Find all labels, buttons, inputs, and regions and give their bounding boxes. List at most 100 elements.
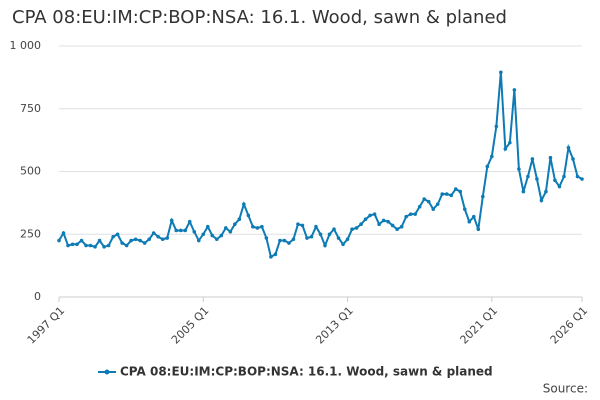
data-point [174, 228, 179, 233]
data-point [255, 226, 260, 230]
data-point [269, 255, 273, 259]
legend-marker [104, 369, 110, 375]
data-point [544, 189, 548, 194]
data-point [111, 234, 115, 239]
data-point [296, 222, 300, 227]
data-point [178, 228, 183, 233]
data-point [386, 219, 390, 224]
x-tick-label: 2013 Q1 [313, 304, 356, 347]
data-point [490, 154, 494, 159]
data-point [485, 164, 490, 169]
data-point [183, 228, 188, 233]
data-point [124, 243, 129, 248]
data-point [314, 224, 318, 229]
data-point [481, 194, 485, 199]
source: Source: [543, 382, 588, 396]
data-point [444, 192, 449, 196]
data-point [435, 202, 440, 206]
data-point [237, 217, 242, 221]
data-point [156, 234, 160, 239]
data-point [517, 167, 521, 171]
data-point [462, 207, 467, 211]
y-tick-label: 500 [20, 165, 41, 178]
data-point [142, 241, 147, 245]
data-point [327, 232, 332, 237]
data-point [571, 157, 575, 161]
data-point [336, 236, 341, 240]
data-point [408, 212, 413, 216]
data-point [251, 224, 255, 229]
data-point [84, 243, 88, 248]
data-point [106, 243, 111, 248]
data-point [97, 238, 102, 243]
data-point [395, 227, 399, 232]
data-point [70, 242, 75, 247]
data-point [440, 192, 445, 196]
data-point [79, 238, 84, 243]
data-point [499, 70, 503, 75]
data-point [575, 174, 580, 179]
data-point [278, 238, 282, 243]
data-point [233, 222, 237, 227]
data-point [260, 224, 264, 229]
data-point [93, 245, 97, 249]
data-point [422, 197, 426, 201]
data-point [61, 231, 66, 235]
data-point [512, 88, 517, 92]
data-point [449, 193, 454, 198]
data-point [215, 237, 219, 242]
data-point [66, 243, 70, 248]
data-point [282, 238, 287, 243]
data-point [224, 226, 228, 230]
data-point [57, 238, 61, 243]
data-point [377, 222, 381, 227]
data-point [309, 234, 314, 239]
data-point [359, 222, 363, 227]
data-point [566, 145, 571, 150]
data-point [381, 218, 386, 223]
data-point [399, 224, 404, 229]
data-point [341, 242, 345, 247]
data-point [138, 238, 142, 243]
data-point [305, 236, 309, 240]
y-tick-label: 1 000 [10, 39, 42, 52]
data-point [553, 178, 557, 183]
data-point [332, 227, 336, 232]
data-point [129, 238, 133, 243]
data-point [426, 199, 431, 204]
series-line [58, 72, 583, 259]
data-point [151, 231, 156, 235]
data-point [147, 237, 151, 242]
data-point [453, 187, 458, 191]
data-point [467, 219, 472, 224]
data-point [192, 229, 197, 234]
data-point [165, 236, 170, 240]
legend-label: CPA 08:EU:IM:CP:BOP:NSA: 16.1. Wood, saw… [120, 365, 493, 379]
data-point [372, 212, 377, 216]
data-point [201, 232, 206, 237]
data-point [548, 155, 553, 160]
data-point [458, 189, 463, 194]
data-point [228, 229, 233, 234]
data-point [562, 174, 566, 179]
data-point [246, 213, 251, 218]
data-point [242, 202, 246, 206]
data-point [526, 174, 530, 179]
data-point [196, 238, 201, 243]
data-point [354, 226, 359, 230]
data-point [368, 213, 372, 218]
x-tick-label: 2021 Q1 [458, 304, 501, 347]
data-point [535, 177, 539, 181]
data-point [115, 232, 120, 237]
data-point [300, 223, 305, 228]
data-point [471, 214, 476, 219]
data-point [557, 184, 562, 189]
data-point [494, 124, 499, 129]
y-tick-label: 0 [34, 290, 41, 303]
data-point [417, 204, 422, 209]
data-point [264, 236, 269, 240]
data-point [287, 241, 291, 245]
data-point [539, 198, 544, 203]
data-point [521, 189, 526, 194]
